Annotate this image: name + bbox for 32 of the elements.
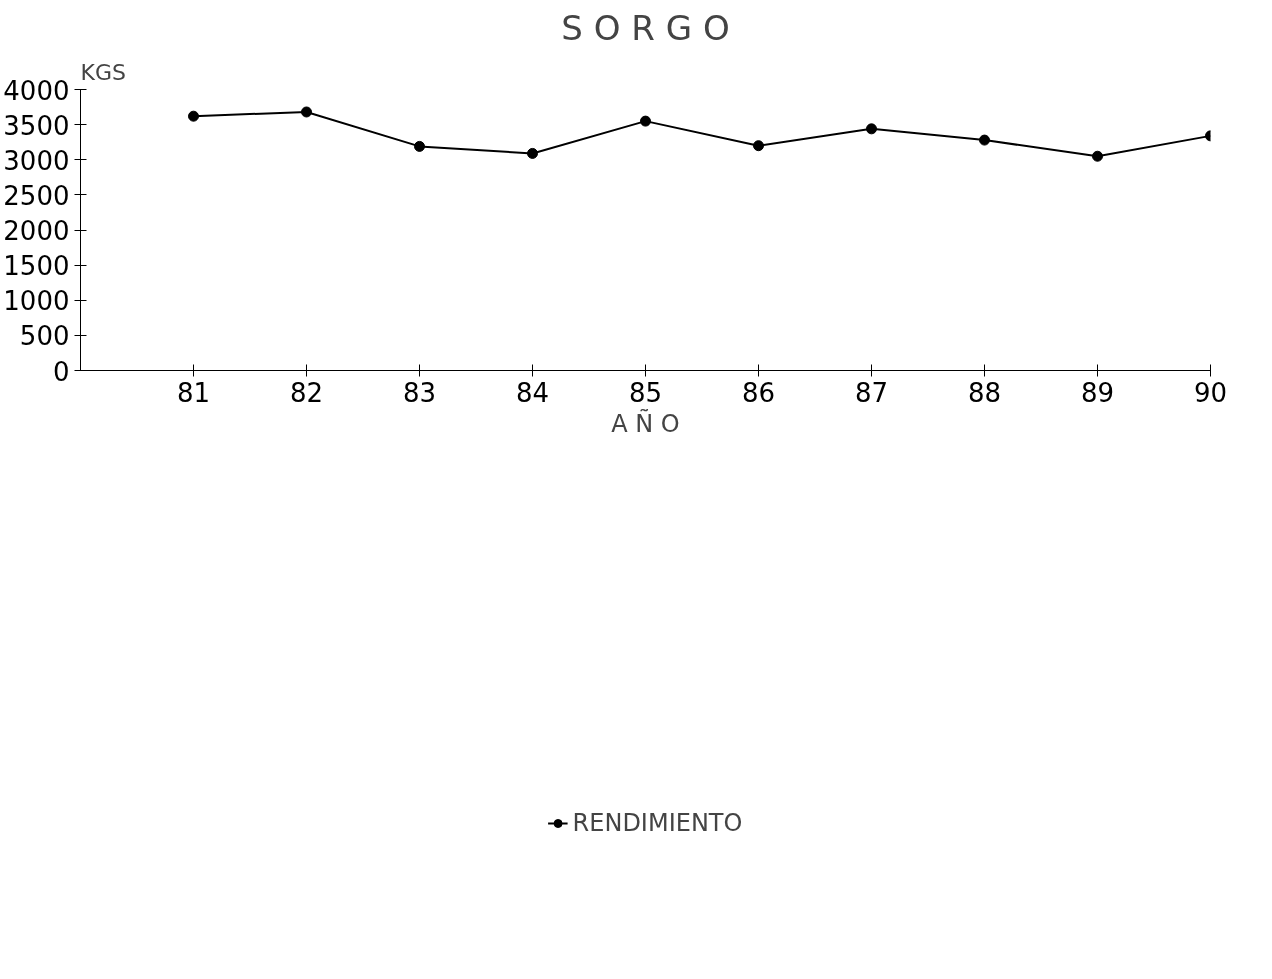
point bbox=[979, 134, 990, 146]
y-tick-label: 2500 bbox=[3, 180, 70, 211]
y-tick-label: 1500 bbox=[3, 251, 70, 282]
y-tick-label: 3000 bbox=[3, 145, 70, 176]
point bbox=[527, 147, 538, 159]
point bbox=[414, 140, 425, 152]
point bbox=[301, 106, 312, 118]
point bbox=[753, 140, 764, 152]
x-tick-label: 83 bbox=[402, 377, 437, 408]
point bbox=[188, 110, 199, 122]
x-tick-label: 82 bbox=[289, 377, 324, 408]
x-tick-label: 87 bbox=[854, 377, 889, 408]
point bbox=[640, 115, 651, 127]
y-tick-label: 0 bbox=[52, 356, 70, 387]
y-axis-title: KGS bbox=[80, 59, 126, 85]
point bbox=[866, 123, 877, 135]
y-tick-label: 4000 bbox=[3, 75, 70, 106]
y-tick-label: 1000 bbox=[3, 286, 70, 317]
point bbox=[1092, 150, 1103, 162]
x-axis-title: A Ñ O bbox=[611, 407, 680, 438]
x-tick-label: 81 bbox=[176, 377, 211, 408]
y-tick-label: 500 bbox=[19, 321, 70, 352]
y-tick-label: 3500 bbox=[3, 110, 70, 141]
x-tick-label: 85 bbox=[628, 377, 663, 408]
x-tick-label: 86 bbox=[741, 377, 776, 408]
y-tick-label: 2000 bbox=[3, 216, 70, 246]
x-tick-label: 84 bbox=[515, 377, 550, 408]
x-tick-label: 88 bbox=[967, 377, 1002, 408]
x-tick-label: 90 bbox=[1193, 377, 1228, 408]
x-tick-label: 89 bbox=[1080, 377, 1115, 408]
legend-label: RENDIMIENTO bbox=[572, 809, 743, 837]
chart-title: S O R G O bbox=[561, 7, 730, 48]
